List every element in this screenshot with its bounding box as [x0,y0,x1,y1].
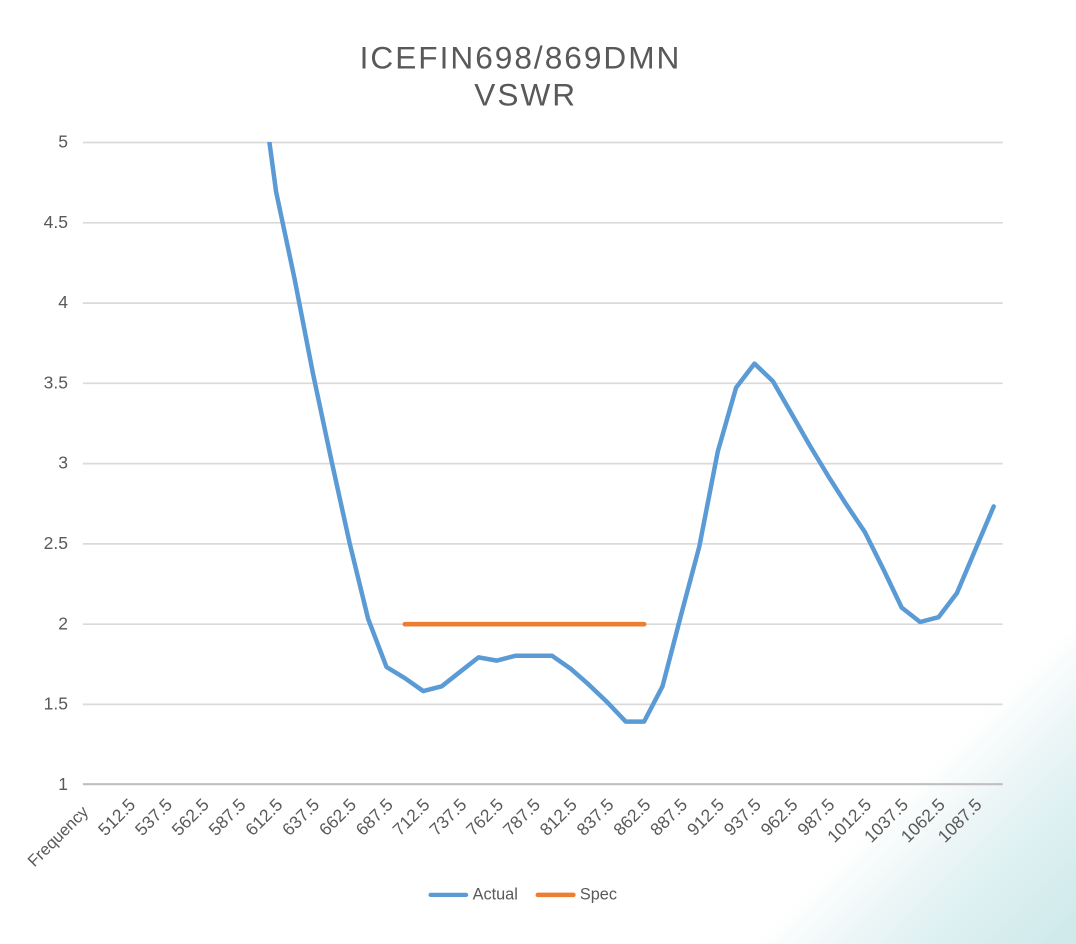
svg-text:VSWR: VSWR [474,77,577,113]
svg-text:612.5: 612.5 [241,794,286,839]
svg-text:537.5: 537.5 [131,794,176,839]
svg-text:587.5: 587.5 [205,794,250,839]
svg-text:1: 1 [58,774,68,794]
svg-text:862.5: 862.5 [609,794,654,839]
svg-text:687.5: 687.5 [352,794,397,839]
svg-text:2.5: 2.5 [44,533,68,553]
svg-text:837.5: 837.5 [573,794,618,839]
svg-text:812.5: 812.5 [536,794,581,839]
svg-text:912.5: 912.5 [683,794,728,839]
svg-text:1.5: 1.5 [44,694,68,714]
svg-text:887.5: 887.5 [646,794,691,839]
svg-text:5: 5 [58,132,68,152]
svg-text:562.5: 562.5 [168,794,213,839]
svg-text:Spec: Spec [580,886,617,904]
svg-text:Actual: Actual [473,886,518,904]
svg-text:Frequency: Frequency [25,802,93,870]
svg-text:2: 2 [58,613,68,633]
svg-text:712.5: 712.5 [389,794,434,839]
svg-text:962.5: 962.5 [757,794,802,839]
svg-text:3.5: 3.5 [44,372,68,392]
svg-text:937.5: 937.5 [720,794,765,839]
svg-text:737.5: 737.5 [425,794,470,839]
svg-text:637.5: 637.5 [278,794,323,839]
svg-text:512.5: 512.5 [94,794,139,839]
svg-text:3: 3 [58,453,68,473]
svg-text:787.5: 787.5 [499,794,544,839]
svg-text:4: 4 [58,292,68,312]
svg-text:762.5: 762.5 [462,794,507,839]
svg-text:ICEFIN698/869DMN: ICEFIN698/869DMN [360,40,682,76]
svg-text:662.5: 662.5 [315,794,360,839]
svg-text:4.5: 4.5 [44,212,68,232]
